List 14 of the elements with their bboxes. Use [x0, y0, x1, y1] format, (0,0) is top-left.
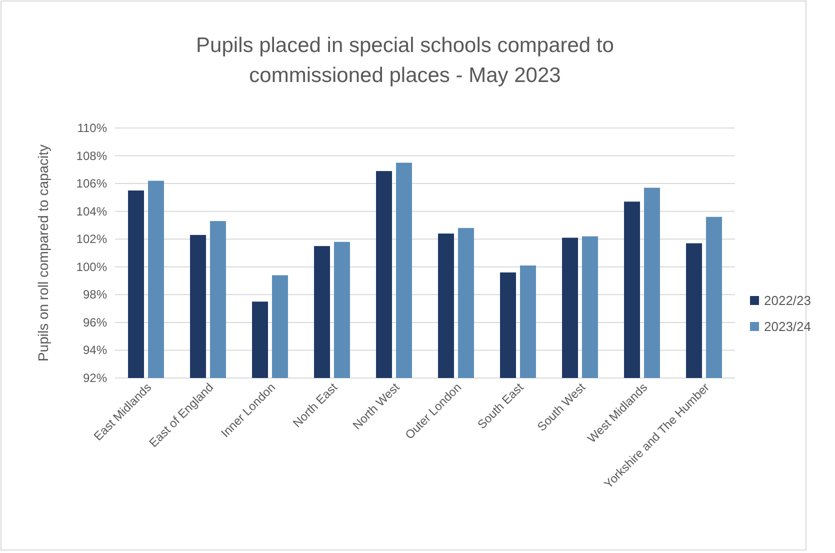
y-tick-label: 108%	[76, 148, 108, 163]
y-tick-label: 100%	[76, 260, 108, 274]
legend-label: 2022/23	[764, 293, 811, 308]
y-tick-label: 110%	[77, 121, 108, 135]
y-tick-label: 94%	[82, 343, 108, 358]
y-tick-label: 96%	[82, 315, 108, 330]
y-tick-label: 102%	[76, 232, 108, 246]
y-tick-label: 92%	[82, 371, 108, 385]
y-tick-label: 98%	[82, 288, 108, 302]
chart-title: Pupils placed in special schools compared to commissioned places - May 2023	[196, 34, 614, 87]
y-tick-label: 106%	[76, 176, 108, 191]
y-axis-title: Pupils on roll compared to capacity	[35, 144, 51, 362]
legend-label: 2023/24	[764, 319, 811, 334]
y-tick-label: 104%	[76, 204, 108, 218]
